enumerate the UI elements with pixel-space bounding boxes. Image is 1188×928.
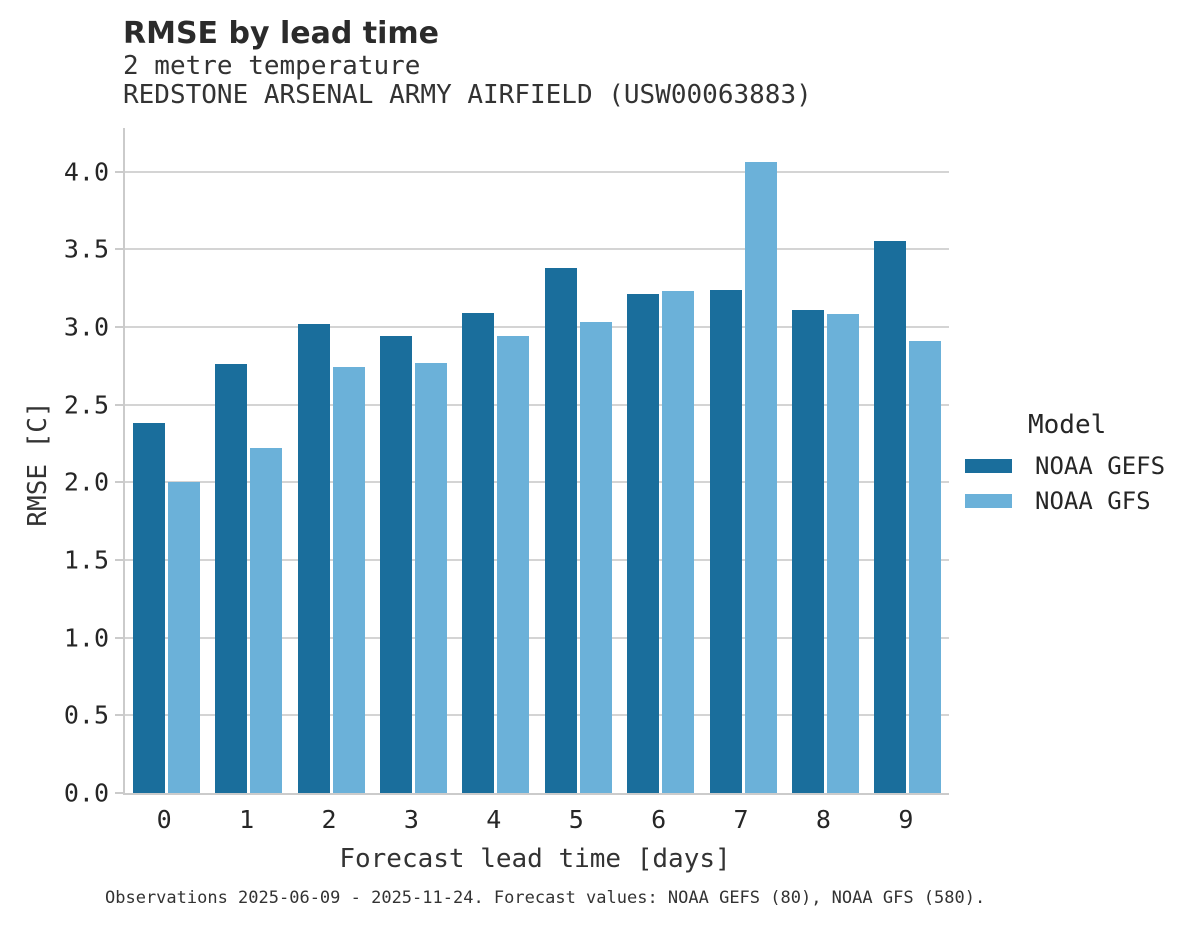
legend-title: Model: [1028, 410, 1107, 440]
bar-group-lead-2: [290, 128, 372, 793]
bar-group-lead-0: [125, 128, 207, 793]
gridline: [125, 714, 949, 717]
y-tick-mark: [115, 792, 123, 794]
bar-noaa-gefs-lead-9: [874, 241, 907, 793]
bar-noaa-gefs-lead-8: [791, 309, 824, 793]
bar-noaa-gfs-lead-4: [497, 336, 530, 793]
legend-swatch: [965, 458, 1012, 473]
gridline: [125, 403, 949, 406]
y-tick-label: 3.0: [63, 312, 109, 342]
bar-group-lead-8: [784, 128, 866, 793]
y-tick-label: 1.5: [63, 545, 109, 575]
bar-noaa-gefs-lead-5: [544, 267, 577, 793]
bar-noaa-gfs-lead-2: [332, 367, 365, 793]
y-tick-label: 3.5: [63, 234, 109, 264]
x-tick-label: 7: [733, 805, 749, 834]
bar-group-lead-1: [207, 128, 289, 793]
gridline: [125, 558, 949, 561]
y-tick-mark: [115, 714, 123, 717]
bar-group-lead-3: [372, 128, 454, 793]
bar-noaa-gefs-lead-3: [379, 336, 412, 793]
plot-area: 0.0 0.5 1.0 1.5 2.0 2.5 3.0 3.5 4.0: [64, 128, 949, 806]
bar-noaa-gfs-lead-6: [662, 291, 695, 793]
y-tick-mark: [115, 248, 123, 251]
legend: Model NOAA GEFS NOAA GFS: [965, 410, 1180, 518]
chart-subtitle-station: REDSTONE ARSENAL ARMY AIRFIELD (USW00063…: [123, 80, 812, 110]
bar-group-lead-6: [619, 128, 701, 793]
y-tick-marks: [115, 128, 949, 794]
x-tick-label: 8: [815, 805, 831, 834]
x-tick-label: 2: [321, 805, 337, 834]
x-tick-label: 0: [156, 805, 172, 834]
x-tick-label: 9: [898, 805, 914, 834]
y-tick-mark: [115, 636, 123, 639]
bar-noaa-gfs-lead-7: [744, 162, 777, 793]
bar-noaa-gfs-lead-9: [909, 340, 942, 793]
legend-swatch: [965, 493, 1012, 508]
gridline: [125, 636, 949, 639]
bar-noaa-gfs-lead-8: [826, 314, 859, 793]
y-tick-label: 1.0: [63, 623, 109, 653]
bar-groups: [125, 128, 949, 793]
gridline: [125, 325, 949, 328]
footnote: Observations 2025-06-09 - 2025-11-24. Fo…: [105, 888, 986, 908]
y-tick-mark: [115, 481, 123, 484]
chart-title: RMSE by lead time: [123, 16, 439, 51]
bar-noaa-gefs-lead-7: [709, 289, 742, 793]
bar-noaa-gefs-lead-6: [627, 294, 660, 793]
bar-noaa-gefs-lead-0: [132, 423, 165, 793]
y-tick-mark: [115, 325, 123, 328]
bar-noaa-gfs-lead-1: [250, 448, 283, 793]
bar-noaa-gefs-lead-1: [215, 364, 248, 793]
y-tick-mark: [115, 403, 123, 406]
chart-subtitle-variable: 2 metre temperature: [123, 51, 421, 81]
y-axis-label: RMSE [C]: [23, 401, 53, 527]
y-tick-label: 0.5: [63, 700, 109, 730]
gridline: [125, 248, 949, 251]
y-tick-label: 2.0: [63, 467, 109, 497]
y-tick-labels: 0.0 0.5 1.0 1.5 2.0 2.5 3.0 3.5 4.0: [64, 128, 949, 805]
x-tick-label: 5: [568, 805, 584, 834]
bar-group-lead-9: [867, 128, 949, 793]
x-tick-label: 1: [239, 805, 255, 834]
legend-entry: NOAA GFS: [965, 483, 1180, 518]
y-tick-mark: [115, 170, 123, 173]
bar-noaa-gfs-lead-5: [579, 322, 612, 793]
bar-group-lead-5: [537, 128, 619, 793]
gridlines: [125, 128, 949, 793]
bar-noaa-gfs-lead-3: [414, 362, 447, 793]
bar-noaa-gefs-lead-2: [297, 323, 330, 793]
bar-group-lead-4: [455, 128, 537, 793]
y-tick-label: 4.0: [63, 157, 109, 187]
x-tick-labels: 0 1 2 3 4 5 6 7 8 9: [123, 806, 947, 834]
y-tick-label: 2.5: [63, 390, 109, 420]
x-axis-label: Forecast lead time [days]: [339, 844, 731, 874]
legend-entry: NOAA GEFS: [965, 448, 1180, 483]
x-tick-label: 4: [486, 805, 502, 834]
x-tick-label: 6: [651, 805, 667, 834]
y-tick-label: 0.0: [63, 778, 109, 808]
gridline: [125, 170, 949, 173]
legend-label: NOAA GEFS: [1035, 451, 1166, 480]
bar-noaa-gfs-lead-0: [167, 482, 200, 793]
x-tick-label: 3: [403, 805, 419, 834]
y-tick-mark: [115, 558, 123, 561]
gridline: [125, 481, 949, 484]
legend-entries: NOAA GEFS NOAA GFS: [965, 448, 1180, 518]
legend-label: NOAA GFS: [1035, 486, 1151, 515]
bar-group-lead-7: [702, 128, 784, 793]
bar-noaa-gefs-lead-4: [462, 312, 495, 793]
